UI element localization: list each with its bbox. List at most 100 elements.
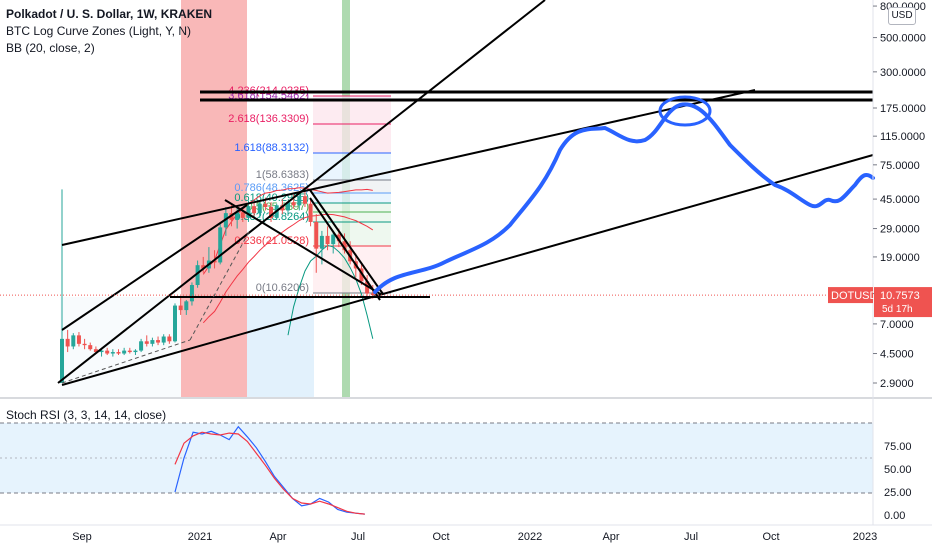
price-axis-label: 75.0000: [880, 160, 920, 172]
fib-zone: [313, 124, 391, 153]
rsi-axis[interactable]: 75.00 50.00 25.00 0.00: [884, 441, 912, 522]
symbol-title[interactable]: Polkadot / U. S. Dollar, 1W, KRAKEN: [6, 7, 213, 21]
trendline[interactable]: [61, 204, 248, 331]
candle-body: [93, 349, 98, 353]
price-tag-box: [874, 287, 932, 318]
candle-body: [331, 234, 336, 245]
indicator-btc-log-curve[interactable]: BTC Log Curve Zones (Light, Y, N): [6, 24, 191, 38]
time-axis-label: Jul: [351, 531, 365, 543]
candle-body: [116, 352, 121, 354]
trendline[interactable]: [309, 197, 381, 301]
projection-path[interactable]: [373, 95, 875, 294]
candle-body: [144, 341, 149, 344]
fib-level-label: 1.618(88.3132): [234, 142, 309, 154]
candle-body: [65, 338, 70, 347]
price-axis-label: 2.9000: [880, 378, 914, 390]
time-axis-label: Apr: [269, 531, 286, 543]
candle-body: [325, 235, 330, 245]
trendline[interactable]: [309, 189, 384, 295]
candle-body: [370, 293, 375, 296]
candle-body: [291, 202, 296, 206]
time-axis-label: Jul: [684, 531, 698, 543]
candle-body: [246, 206, 251, 218]
peak-highlight-circle[interactable]: [658, 95, 712, 127]
candle-body: [240, 212, 245, 218]
candle-body: [189, 285, 194, 302]
trendline[interactable]: [61, 187, 319, 246]
price-axis-label: 115.0000: [880, 131, 925, 143]
candle-body: [280, 205, 285, 211]
price-tag-countdown: 5d 17h: [882, 304, 913, 315]
time-axis-label: 2021: [188, 531, 212, 543]
candle-body: [263, 203, 268, 207]
candle-body: [99, 350, 104, 353]
candle-body: [252, 206, 257, 214]
rsi-line: [174, 431, 365, 515]
current-price-tag: DOTUSD 10.7573 5d 17h: [0, 287, 932, 318]
candle-body: [308, 203, 313, 222]
candle-body: [342, 241, 347, 251]
bb-line: [202, 213, 374, 324]
fib-zone: [313, 222, 391, 246]
candle-body: [60, 338, 64, 383]
candle-body: [218, 227, 223, 263]
candle-body: [133, 350, 138, 353]
fib-zone: [313, 193, 391, 203]
price-axis[interactable]: 800.0000500.0000300.0000175.0000115.0000…: [873, 1, 926, 390]
dashed-trendline[interactable]: [61, 339, 191, 384]
price-tag-value: 10.7573: [880, 290, 920, 302]
indicator-bollinger[interactable]: BB (20, close, 2): [6, 41, 95, 55]
time-axis-label: Oct: [432, 531, 449, 543]
candle-body: [319, 235, 324, 249]
time-axis-label: 2023: [853, 531, 877, 543]
fib-zone: [313, 203, 391, 212]
candle-body: [201, 265, 206, 269]
symbol-tag-text: DOTUSD: [831, 290, 878, 302]
candle-body: [71, 335, 76, 347]
rsi-axis-label: 0.00: [884, 510, 905, 522]
candle-body: [110, 352, 115, 354]
time-axis[interactable]: Sep 2021 Apr Jul Oct 2022 Apr Jul Oct 2023: [72, 531, 877, 543]
candle-body: [88, 345, 93, 350]
candle-body: [302, 196, 307, 204]
trendline[interactable]: [224, 199, 383, 296]
candle-body: [184, 301, 189, 311]
candle-body: [105, 350, 110, 354]
price-axis-label: 175.0000: [880, 103, 926, 115]
candle-body: [127, 350, 132, 353]
bb-line: [287, 244, 374, 339]
price-axis-label: 300.0000: [880, 67, 926, 79]
projected-price-path[interactable]: [373, 102, 875, 294]
price-axis-label: 45.0000: [880, 194, 920, 206]
time-axis-label: Oct: [762, 531, 779, 543]
rsi-axis-label: 75.00: [884, 441, 912, 453]
candle-body: [359, 268, 364, 282]
btc-zone-red: [181, 0, 247, 397]
price-axis-label: 7.0000: [880, 319, 914, 331]
price-axis-label: 500.0000: [880, 33, 926, 45]
candles: [60, 189, 375, 383]
fib-level-label: 2.618(136.3309): [228, 113, 309, 125]
fib-level-label: 1(58.6383): [256, 169, 309, 181]
candle-body: [314, 221, 319, 249]
candle-body: [150, 340, 155, 344]
candle-body: [76, 335, 81, 344]
trendline[interactable]: [61, 154, 874, 386]
fib-zone: [313, 101, 391, 124]
symbol-tag: [828, 287, 873, 304]
candle-body: [139, 341, 144, 351]
rsi-axis-label: 50.00: [884, 464, 912, 476]
price-axis-label: 4.5000: [880, 349, 914, 361]
currency-badge[interactable]: USD: [888, 7, 916, 25]
candle-body: [156, 340, 161, 343]
time-axis-label: Sep: [72, 531, 92, 543]
candle-body: [195, 265, 200, 286]
candle-body: [235, 212, 240, 220]
blue-range-2: [60, 297, 181, 397]
stoch-rsi-label[interactable]: Stoch RSI (3, 3, 14, 14, close): [6, 408, 167, 422]
candle-body: [212, 260, 217, 263]
price-axis-label: 29.0000: [880, 224, 920, 236]
candle-body: [365, 281, 370, 294]
candle-body: [269, 206, 274, 218]
